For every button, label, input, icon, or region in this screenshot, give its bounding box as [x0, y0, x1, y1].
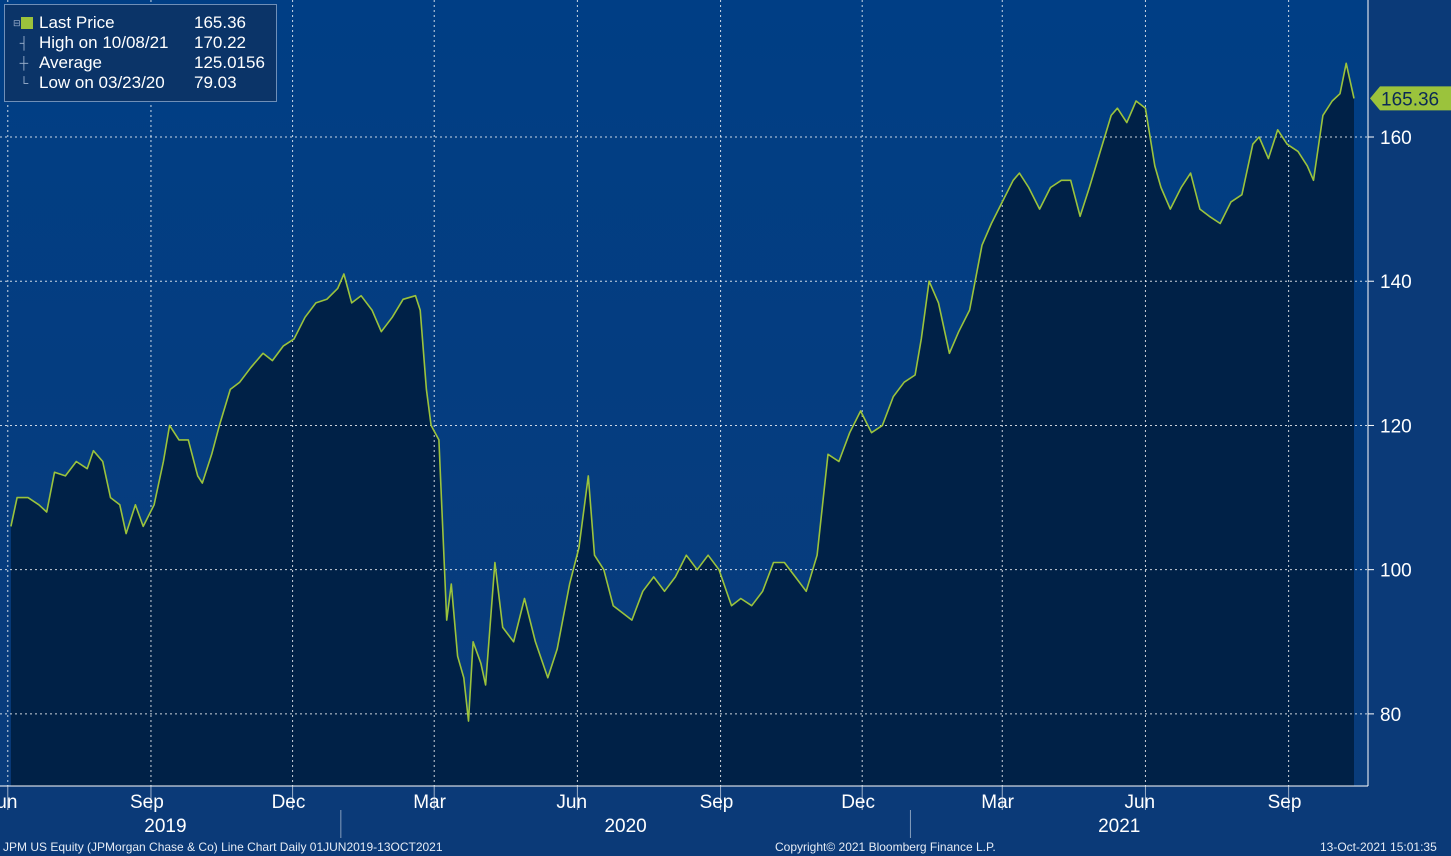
legend-value: 165.36 [194, 13, 246, 32]
line-layer [10, 62, 1355, 722]
last-price-tag-label: 165.36 [1381, 89, 1439, 110]
low-marker-icon: └ [13, 76, 29, 90]
footer-copyright: Copyright© 2021 Bloomberg Finance L.P. [775, 840, 996, 854]
y-tick-label: 120 [1380, 416, 1412, 437]
year-label: 2020 [604, 816, 646, 837]
price-area [10, 63, 1354, 787]
x-tick-label: Jun [1124, 792, 1155, 813]
y-tick-label: 140 [1380, 272, 1412, 293]
last-price-tag: 165.36 [1370, 86, 1451, 111]
footer-chart-info: JPM US Equity (JPMorgan Chase & Co) Line… [3, 840, 443, 854]
average-marker-icon: ┼ [13, 56, 29, 70]
legend-value: 170.22 [194, 33, 246, 52]
legend-label: Low on 03/23/20 [39, 73, 165, 92]
footer-timestamp: 13-Oct-2021 15:01:35 [1320, 840, 1437, 854]
legend-label: High on 10/08/21 [39, 33, 169, 52]
x-tick-label: Sep [700, 792, 734, 813]
square-swatch-icon: ⊟ [13, 13, 39, 33]
area-layer [10, 63, 1354, 787]
grid-layer [0, 0, 1368, 786]
legend-value: 125.0156 [194, 53, 265, 72]
y-tick-label: 160 [1380, 128, 1412, 149]
year-label: 2021 [1098, 816, 1140, 837]
axis-layer: 80 100 120 140 160 Jun Sep Dec Mar Jun Sep Dec Mar Ju… [0, 0, 1451, 838]
legend-item-low: └ Low on 03/23/20 79.03 [5, 73, 276, 93]
year-label: 2019 [144, 816, 186, 837]
legend-label: Last Price [39, 13, 115, 32]
x-tick-label: Sep [130, 792, 164, 813]
high-marker-icon: ┤ [13, 36, 29, 50]
y-tick-label: 100 [1380, 561, 1412, 582]
y-tick-label: 80 [1380, 705, 1401, 726]
legend-box: ⊟ Last Price 165.36 ┤ High on 10/08/21 1… [4, 4, 277, 102]
x-tick-label: Jun [0, 792, 17, 813]
price-line [10, 62, 1355, 722]
legend-value: 79.03 [194, 73, 237, 92]
x-tick-label: Dec [272, 792, 306, 813]
legend-item-last-price: ⊟ Last Price 165.36 [5, 13, 276, 33]
x-tick-label: Dec [841, 792, 875, 813]
last-price-tag-bg [1370, 86, 1451, 111]
x-tick-label: Mar [413, 792, 446, 813]
x-tick-label: Sep [1268, 792, 1302, 813]
legend-item-high: ┤ High on 10/08/21 170.22 [5, 33, 276, 53]
x-tick-label: Jun [556, 792, 587, 813]
x-tick-label: Mar [981, 792, 1014, 813]
legend-item-average: ┼ Average 125.0156 [5, 53, 276, 73]
legend-label: Average [39, 53, 103, 72]
